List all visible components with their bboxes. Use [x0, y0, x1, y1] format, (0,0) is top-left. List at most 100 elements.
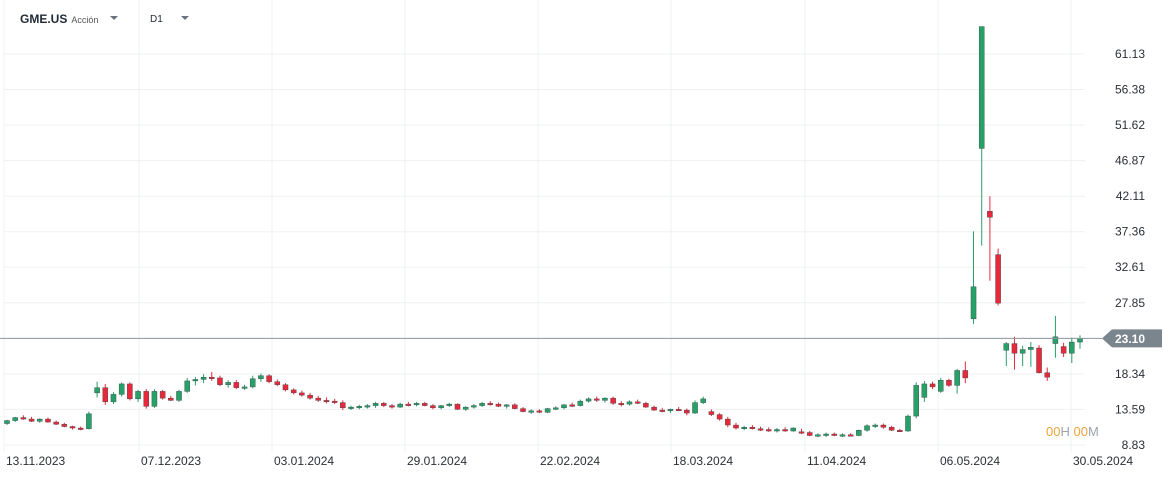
y-tick-label: 27.85 — [1115, 296, 1145, 310]
candle — [118, 382, 125, 397]
candle — [634, 399, 641, 405]
candle — [364, 404, 371, 409]
candle — [1011, 336, 1018, 370]
candle-body — [299, 392, 305, 396]
candle — [381, 401, 387, 408]
candle — [651, 405, 657, 411]
candle — [241, 384, 248, 390]
candle-body — [675, 409, 682, 412]
candle — [266, 374, 272, 384]
candle — [897, 428, 903, 432]
candle-body — [69, 426, 76, 429]
candle — [569, 402, 575, 408]
candle — [77, 426, 84, 431]
candle-body — [831, 433, 838, 436]
candle — [749, 425, 756, 430]
candle — [520, 407, 526, 413]
candle-body — [880, 424, 887, 428]
candle-body — [307, 394, 313, 399]
symbol-selector[interactable]: GME.US Acción — [20, 11, 119, 27]
candle-body — [725, 418, 731, 426]
candle — [86, 411, 92, 430]
candle — [225, 380, 231, 388]
x-tick-label: 18.03.2024 — [673, 454, 733, 468]
x-tick-label: 03.01.2024 — [274, 454, 334, 468]
candle — [643, 401, 649, 408]
current-price-tag — [1102, 329, 1162, 348]
candle-body — [634, 401, 641, 404]
candle-body — [520, 408, 526, 412]
candle-body — [847, 434, 854, 437]
candle — [553, 406, 559, 411]
candle-body — [20, 417, 27, 420]
candle-body — [823, 433, 829, 436]
candle-body — [389, 405, 395, 408]
candle-body — [1060, 346, 1067, 354]
candle — [782, 427, 788, 432]
candle-body — [798, 431, 805, 434]
candle-body — [1069, 341, 1075, 354]
candle-body — [962, 370, 969, 379]
candle — [1052, 315, 1059, 358]
candle — [733, 422, 739, 430]
chevron-down-icon[interactable] — [110, 15, 119, 20]
candle — [12, 416, 18, 423]
candle-body — [77, 427, 84, 430]
x-tick-label: 11.04.2024 — [807, 454, 866, 468]
candle-body — [225, 382, 231, 385]
candle-body — [209, 376, 215, 379]
candle-body — [618, 403, 625, 406]
candle — [626, 400, 633, 406]
candle — [413, 401, 420, 407]
candle — [37, 418, 43, 423]
timeframe-selector[interactable]: D1 — [150, 11, 189, 27]
candle — [356, 404, 362, 410]
candle — [1077, 335, 1083, 349]
candle-body — [667, 409, 674, 412]
y-tick-label: 32.61 — [1115, 260, 1145, 274]
candle-body — [766, 429, 772, 432]
candle-body — [659, 409, 666, 412]
candle-body — [954, 370, 960, 386]
candle — [233, 380, 240, 390]
candle — [938, 377, 944, 393]
candle-body — [217, 377, 223, 385]
candle-body — [1019, 349, 1026, 354]
candle — [962, 361, 969, 384]
candle — [618, 401, 625, 407]
candle-body — [864, 425, 870, 431]
candle — [1044, 367, 1050, 381]
candle-body — [143, 391, 149, 407]
candle-body — [372, 403, 379, 406]
candle — [1028, 342, 1034, 367]
candle-body — [577, 400, 584, 406]
candle-body — [200, 376, 207, 380]
candle-body — [159, 391, 166, 399]
candle-body — [45, 418, 51, 423]
candle-body — [839, 434, 846, 437]
candle-body — [716, 414, 723, 420]
candle — [978, 26, 985, 246]
y-tick-label: 51.62 — [1115, 118, 1145, 132]
candle-body — [1044, 372, 1050, 378]
candle — [675, 407, 682, 412]
x-tick-label: 30.05.2024 — [1073, 454, 1133, 468]
candle — [774, 428, 780, 433]
candle — [577, 399, 584, 407]
candle — [790, 427, 797, 432]
chevron-down-icon[interactable] — [180, 15, 189, 20]
candle — [839, 433, 846, 438]
candle — [921, 380, 928, 402]
candle — [503, 404, 510, 409]
candle — [667, 408, 674, 414]
candle-body — [454, 403, 461, 410]
candle-body — [905, 415, 911, 432]
candle — [487, 401, 493, 406]
candle — [880, 423, 887, 429]
candle-body — [626, 401, 633, 405]
candle — [544, 407, 551, 414]
candle — [692, 400, 698, 414]
candle-body — [381, 403, 387, 406]
